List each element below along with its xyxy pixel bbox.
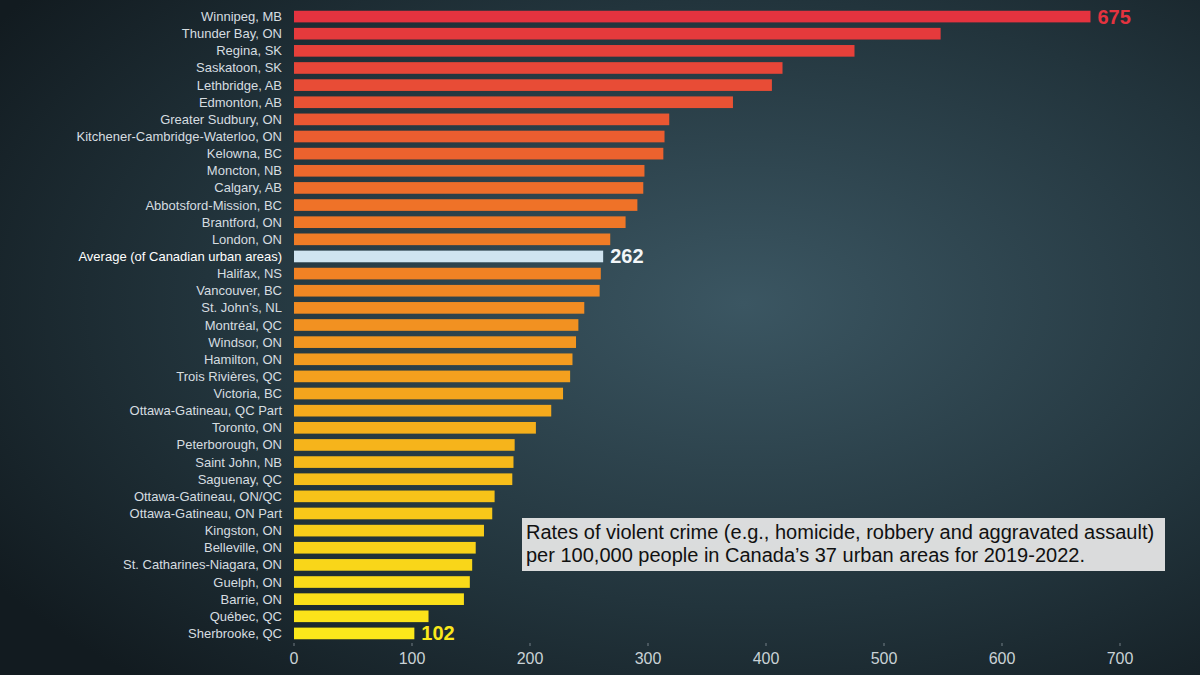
bar: [294, 371, 570, 383]
category-label: Abbotsford-Mission, BC: [145, 198, 282, 213]
category-label: Vancouver, BC: [196, 283, 282, 298]
x-axis: 0 100 200 300 400 500 600 700: [290, 643, 1134, 667]
category-label: Ottawa-Gatineau, QC Part: [130, 403, 283, 418]
bar: [294, 542, 476, 554]
data-label: 102: [421, 622, 454, 644]
tick-mark: [648, 643, 649, 646]
bar: [294, 422, 536, 434]
bar: [294, 319, 578, 331]
bar: [294, 79, 772, 91]
bar: [294, 11, 1091, 23]
bar: [294, 576, 470, 588]
category-label: Guelph, ON: [213, 575, 282, 590]
chart-svg: Winnipeg, MB Thunder Bay, ON Regina, SK Sas…: [0, 0, 1200, 675]
category-label: Trois Rivières, QC: [176, 369, 282, 384]
category-label: Ottawa-Gatineau, ON/QC: [134, 489, 282, 504]
bar: [294, 405, 551, 417]
data-label: 675: [1098, 6, 1131, 28]
category-label: Thunder Bay, ON: [182, 26, 282, 41]
tick-label: 700: [1107, 650, 1134, 667]
tick-label: 200: [517, 650, 544, 667]
category-label: Brantford, ON: [202, 215, 282, 230]
category-label: Québec, QC: [210, 609, 282, 624]
tick-mark: [412, 643, 413, 646]
category-label: Montréal, QC: [205, 318, 282, 333]
bar: [294, 96, 733, 108]
category-label: Toronto, ON: [212, 420, 282, 435]
bar: [294, 199, 637, 211]
category-label: Kingston, ON: [205, 523, 282, 538]
category-label: St. John’s, NL: [201, 300, 282, 315]
bar: [294, 353, 572, 365]
bar: [294, 216, 626, 228]
category-label: Belleville, ON: [204, 540, 282, 555]
bar: [294, 610, 429, 622]
category-label: Peterborough, ON: [176, 437, 282, 452]
category-label: Moncton, NB: [207, 163, 282, 178]
category-label: Barrie, ON: [221, 592, 282, 607]
bar: [294, 525, 484, 537]
bar: [294, 491, 495, 503]
bar: [294, 336, 576, 348]
bar: [294, 131, 665, 143]
bar: [294, 285, 600, 297]
category-label: Hamilton, ON: [204, 352, 282, 367]
category-label: Average (of Canadian urban areas): [78, 249, 282, 264]
tick-mark: [530, 643, 531, 646]
bar: [294, 456, 513, 468]
bar: [294, 473, 512, 485]
category-label: Windsor, ON: [208, 335, 282, 350]
category-label: Edmonton, AB: [199, 95, 282, 110]
bar: [294, 28, 941, 40]
bar: [294, 62, 783, 74]
bar: [294, 593, 464, 605]
category-label: St. Catharines-Niagara, ON: [123, 557, 282, 572]
category-labels: Winnipeg, MB Thunder Bay, ON Regina, SK Sas…: [77, 9, 283, 641]
category-label: Kelowna, BC: [207, 146, 282, 161]
category-label: Halifax, NS: [217, 266, 282, 281]
tick-label: 300: [635, 650, 662, 667]
category-label: Lethbridge, AB: [197, 78, 282, 93]
bar: [294, 251, 603, 263]
bar: [294, 268, 601, 280]
data-label: 262: [610, 245, 643, 267]
bar: [294, 559, 472, 571]
tick-label: 0: [290, 650, 299, 667]
category-label: Saint John, NB: [195, 455, 282, 470]
bar: [294, 628, 414, 640]
tick-label: 100: [399, 650, 426, 667]
background: [0, 0, 1200, 675]
category-label: Sherbrooke, QC: [188, 626, 282, 641]
tick-mark: [294, 643, 295, 646]
tick-mark: [884, 643, 885, 646]
tick-mark: [1120, 643, 1121, 646]
bar: [294, 182, 643, 194]
tick-mark: [1002, 643, 1003, 646]
bar: [294, 233, 610, 245]
category-label: Kitchener-Cambridge-Waterloo, ON: [77, 129, 282, 144]
category-label: Saguenay, QC: [198, 472, 282, 487]
bar: [294, 388, 563, 400]
tick-label: 600: [989, 650, 1016, 667]
tick-label: 500: [871, 650, 898, 667]
category-label: Calgary, AB: [214, 180, 282, 195]
category-label: Saskatoon, SK: [196, 60, 282, 75]
chart-wrap: Winnipeg, MB Thunder Bay, ON Regina, SK Sas…: [0, 0, 1200, 675]
bar: [294, 508, 492, 520]
category-label: London, ON: [212, 232, 282, 247]
category-label: Victoria, BC: [214, 386, 282, 401]
tick-mark: [766, 643, 767, 646]
bar: [294, 114, 669, 126]
category-label: Ottawa-Gatineau, ON Part: [130, 506, 283, 521]
bar: [294, 439, 515, 451]
tick-label: 400: [753, 650, 780, 667]
category-label: Greater Sudbury, ON: [160, 112, 282, 127]
bar: [294, 302, 584, 314]
annotation: Rates of violent crime (e.g., homicide, …: [522, 518, 1165, 571]
bar: [294, 45, 855, 57]
bar: [294, 165, 644, 177]
category-label: Regina, SK: [216, 43, 282, 58]
category-label: Winnipeg, MB: [201, 9, 282, 24]
bar: [294, 148, 663, 160]
